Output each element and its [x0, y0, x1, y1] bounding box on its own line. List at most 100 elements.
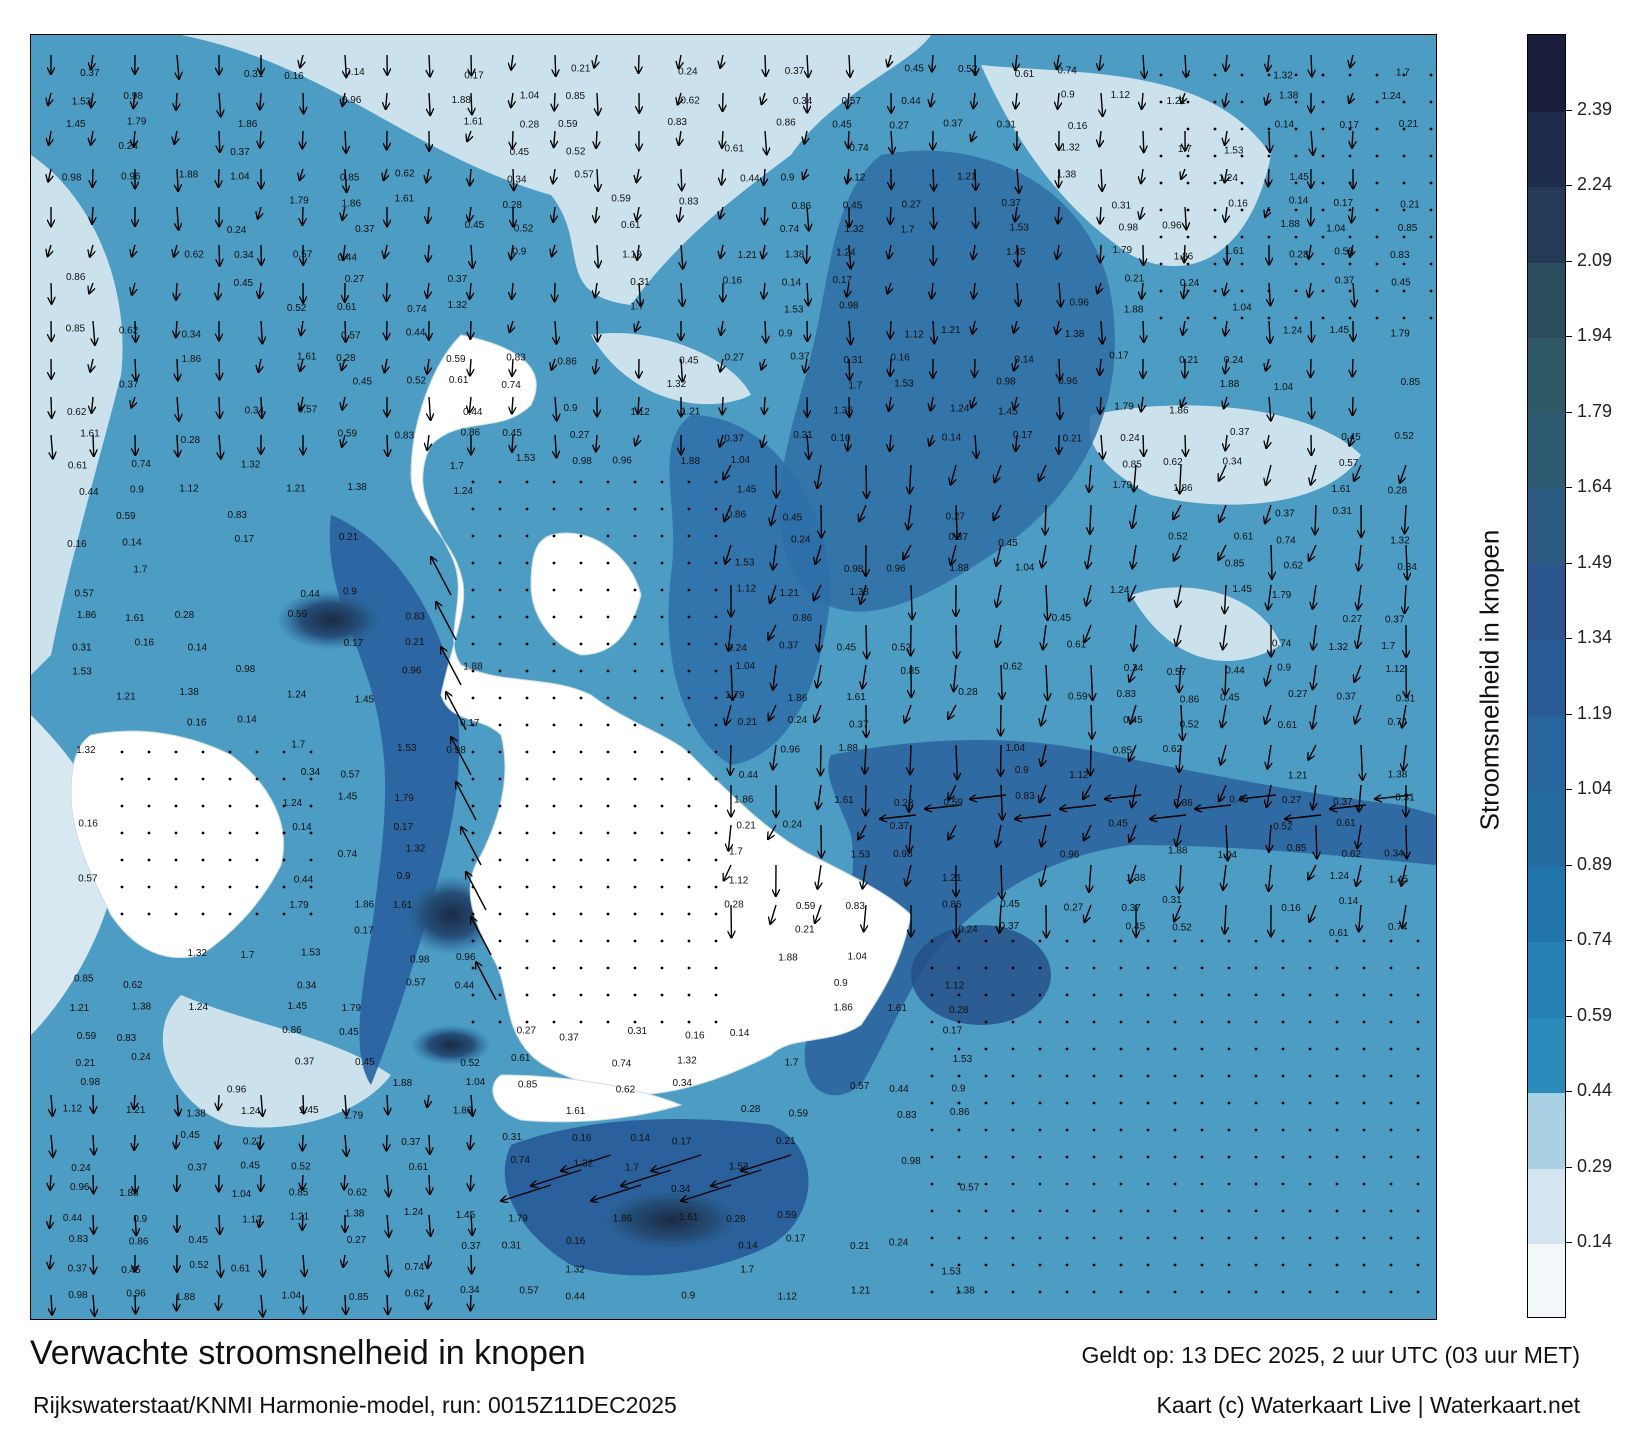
calm-dot [1173, 1074, 1177, 1078]
current-arrow [1350, 244, 1353, 257]
speed-value-label: 0.59 [338, 429, 358, 440]
calm-dot [579, 534, 583, 538]
calm-dot [1402, 235, 1406, 239]
speed-value-label: 0.37 [949, 532, 969, 543]
calm-dot [1429, 235, 1433, 239]
speed-value-label: 0.37 [1000, 921, 1020, 932]
current-arrow [1221, 744, 1227, 765]
current-arrow [1268, 54, 1269, 71]
current-arrow [470, 168, 471, 185]
current-arrow [970, 795, 1007, 799]
speed-value-label: 1.7 [450, 461, 464, 472]
speed-value-label: 0.98 [236, 664, 256, 675]
calm-dot [1308, 1155, 1312, 1159]
calm-dot [714, 642, 718, 646]
calm-dot [309, 912, 313, 916]
speed-value-label: 0.17 [786, 1234, 806, 1245]
calm-dot [1416, 1155, 1420, 1159]
calm-dot [1227, 1290, 1231, 1294]
calm-dot [1335, 1128, 1339, 1132]
current-arrow [303, 1294, 304, 1313]
current-arrow [1101, 320, 1102, 344]
speed-value-label: 0.85 [289, 1187, 309, 1198]
speed-value-label: 0.16 [1281, 903, 1301, 914]
speed-value-label: 1.86 [734, 795, 754, 806]
calm-dot [228, 831, 232, 835]
calm-dot [1362, 1020, 1366, 1024]
current-arrow [975, 206, 976, 228]
current-arrow [512, 282, 513, 299]
calm-dot [1321, 316, 1325, 320]
speed-value-label: 0.83 [69, 1234, 89, 1245]
calm-dot [606, 615, 610, 619]
calm-dot [1321, 73, 1325, 77]
current-arrow [1268, 168, 1269, 186]
calm-dot [1389, 1074, 1393, 1078]
speed-value-label: 0.28 [726, 1214, 746, 1225]
current-speed-map[interactable]: 0.37 0.31 0.16 0.14 0.17 0.21 0.24 0.37 0.45 0.52… [30, 34, 1437, 1320]
speed-value-label: 0.24 [227, 225, 247, 236]
speed-value-label: 0.31 [997, 120, 1017, 131]
current-arrow [931, 92, 933, 107]
current-arrow [638, 54, 639, 73]
calm-dot [1294, 181, 1298, 185]
calm-dot [147, 912, 151, 916]
calm-dot [1011, 939, 1015, 943]
speed-value-label: 1.04 [1274, 382, 1294, 393]
speed-value-label: 0.74 [405, 1262, 425, 1273]
current-arrow [933, 206, 934, 229]
calm-dot [1065, 1209, 1069, 1213]
current-arrow [1311, 464, 1317, 485]
speed-value-label: 1.53 [72, 666, 92, 677]
current-arrow [860, 584, 867, 604]
calm-dot [1186, 181, 1190, 185]
speed-value-label: 0.96 [1070, 298, 1090, 309]
current-arrow [972, 320, 975, 334]
speed-value-label: 0.83 [668, 117, 688, 128]
current-arrow [728, 624, 731, 651]
calm-dot [633, 507, 637, 511]
speed-value-label: 0.61 [409, 1162, 429, 1173]
calm-dot [1416, 1290, 1420, 1294]
speed-value-label: 0.34 [507, 174, 527, 185]
current-arrow [1375, 795, 1412, 799]
speed-value-label: 0.31 [502, 1132, 522, 1143]
speed-value-label: 0.62 [1163, 744, 1183, 755]
calm-dot [498, 696, 502, 700]
colorbar-label: Stroomsnelheid in knopen [1474, 529, 1505, 831]
calm-dot [1308, 1128, 1312, 1132]
calm-dot [525, 804, 529, 808]
speed-value-label: 1.53 [1009, 223, 1029, 234]
speed-value-label: 0.85 [349, 1292, 369, 1303]
speed-value-label: 1.61 [1331, 484, 1351, 495]
calm-dot [633, 777, 637, 781]
calm-dot [660, 858, 664, 862]
speed-value-label: 1.21 [286, 483, 306, 494]
calm-dot [687, 588, 691, 592]
calm-dot [957, 1182, 961, 1186]
speed-value-label: 0.86 [557, 356, 577, 367]
speed-value-label: 0.96 [886, 564, 906, 575]
calm-dot [1159, 100, 1163, 104]
calm-dot [633, 912, 637, 916]
calm-dot [1375, 100, 1379, 104]
calm-dot [498, 777, 502, 781]
current-arrow [427, 1254, 429, 1268]
calm-dot [1375, 208, 1379, 212]
calm-dot [1146, 1047, 1150, 1051]
speed-value-label: 0.17 [1339, 120, 1359, 131]
calm-dot [1213, 73, 1217, 77]
calm-dot [1389, 1101, 1393, 1105]
current-arrow [741, 1154, 792, 1171]
calm-dot [255, 912, 259, 916]
speed-value-label: 0.85 [1122, 460, 1142, 471]
speed-value-label: 0.27 [889, 121, 909, 132]
calm-dot [1294, 316, 1298, 320]
calm-dot [1200, 1128, 1204, 1132]
calm-dot [1389, 1182, 1393, 1186]
calm-dot [1402, 289, 1406, 293]
speed-value-label: 0.27 [517, 1025, 537, 1036]
calm-dot [1092, 1101, 1096, 1105]
calm-dot [660, 669, 664, 673]
current-arrow [888, 54, 891, 67]
